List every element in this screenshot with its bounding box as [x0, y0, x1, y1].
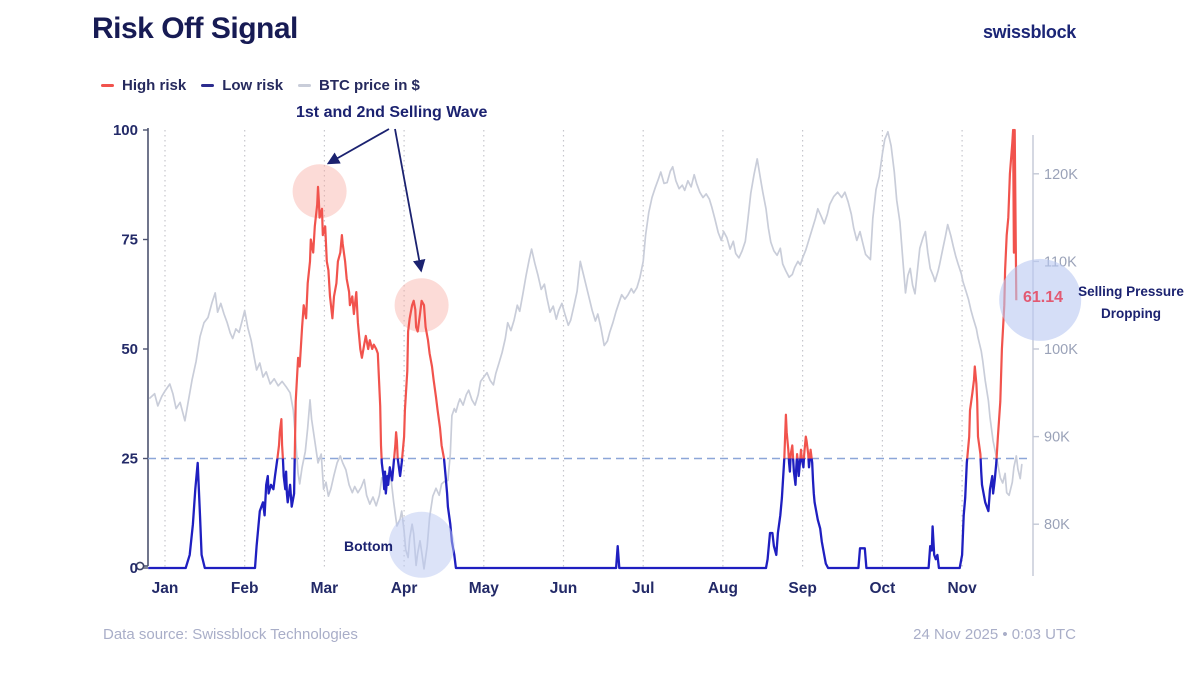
y-left-tick-label: 0 [130, 560, 138, 577]
highlight-bottom [388, 511, 455, 578]
x-tick-label: Feb [231, 580, 259, 597]
y-left-tick-label: 75 [121, 232, 138, 249]
x-tick-label: Oct [869, 580, 895, 597]
annotation-selling-pressure: Selling Pressure Dropping [1072, 281, 1190, 324]
legend-item-high-risk: High risk [101, 77, 186, 94]
data-source-label: Data source: Swissblock Technologies [103, 626, 358, 643]
highlight-circles-over [388, 258, 1082, 578]
high-risk-swatch-icon [101, 84, 114, 87]
current-risk-value: 61.14 [1023, 289, 1064, 306]
arrow-first-wave [326, 128, 390, 165]
legend-item-btc-price: BTC price in $ [298, 77, 420, 94]
x-axis-labels: Jan Feb Mar Apr May Jun Jul Aug Sep Oct Nov [152, 580, 977, 597]
legend-item-low-risk: Low risk [201, 77, 283, 94]
x-tick-label: Jan [152, 580, 179, 597]
x-tick-label: Sep [788, 580, 816, 597]
x-tick-label: Aug [708, 580, 738, 597]
y-right-tick-label: 90K [1044, 430, 1070, 446]
x-tick-label: Jun [550, 580, 578, 597]
annotation-selling-wave: 1st and 2nd Selling Wave [296, 104, 488, 121]
x-tick-label: Nov [947, 580, 977, 597]
annotation-selling-pressure-line1: Selling Pressure [1078, 284, 1184, 299]
highlight-selling-pressure-dropping [999, 258, 1082, 341]
x-tick-label: Jul [632, 580, 654, 597]
btc-price-line [148, 130, 1023, 570]
page-title: Risk Off Signal [92, 12, 298, 45]
arrow-second-wave [394, 128, 426, 273]
x-tick-label: Apr [391, 580, 418, 597]
y-right-tick-label: 120K [1044, 167, 1078, 183]
legend-label: Low risk [222, 77, 284, 94]
legend-label: BTC price in $ [319, 77, 420, 94]
annotation-bottom: Bottom [344, 538, 393, 554]
x-tick-label: Mar [311, 580, 339, 597]
annotation-arrows [326, 128, 426, 273]
y-left-tick-label: 100 [113, 122, 138, 139]
high-risk-line [276, 128, 1018, 459]
low-risk-swatch-icon [201, 84, 215, 87]
month-gridlines [164, 130, 963, 568]
y-right-tick-label: 100K [1044, 342, 1078, 358]
x-tick-label: May [469, 580, 500, 597]
btc-price-swatch-icon [298, 84, 312, 87]
highlight-1st-selling-wave [292, 164, 347, 219]
swissblock-logo: swissblock [982, 22, 1076, 42]
y-left-tick-label: 25 [121, 451, 138, 468]
axis-origin-icon [135, 561, 145, 571]
annotation-selling-pressure-line2: Dropping [1101, 305, 1161, 321]
legend-label: High risk [122, 77, 187, 94]
timestamp-label: 24 Nov 2025 • 0:03 UTC [913, 626, 1076, 643]
left-axis: 0 25 50 75 100 [113, 122, 149, 577]
low-risk-line [148, 458, 998, 570]
y-left-tick-label: 50 [121, 341, 138, 358]
y-right-tick-label: 80K [1044, 517, 1070, 533]
chart-legend: High risk Low risk BTC price in $ [101, 77, 420, 94]
